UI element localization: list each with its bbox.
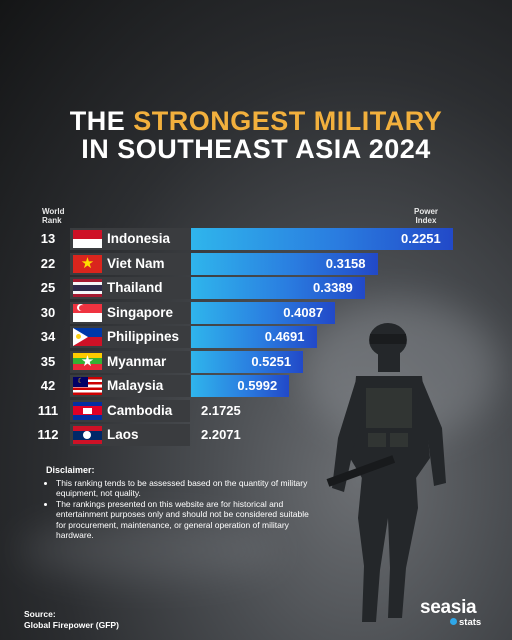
flag-cambodia-icon [73, 401, 102, 420]
country-cell: Indonesia [70, 228, 190, 250]
power-index-bar [191, 252, 378, 275]
source: Source: Global Firepower (GFP) [24, 609, 119, 630]
brand-name: seasia [420, 597, 477, 618]
power-index-value: 0.3158 [325, 255, 366, 271]
rank-header-line2: Rank [42, 216, 62, 225]
country-cell: Philippines [70, 326, 190, 348]
power-index-bar [191, 375, 290, 397]
flag-laos-icon [73, 426, 102, 444]
brand-sub-wrap: stats [420, 618, 481, 628]
disclaimer: Disclaimer: This ranking tends to be ass… [46, 465, 316, 541]
country-name: Singapore [107, 304, 174, 320]
rank-column-header: World Rank [42, 207, 65, 225]
flag-myanmar-icon: ★ [73, 352, 102, 371]
table-row: 22 ★ Viet Nam 0.3158 [0, 252, 512, 276]
fog-decoration [20, 520, 280, 580]
brand-logo: seasia stats [420, 598, 481, 628]
power-index-value: 0.5992 [237, 378, 278, 393]
power-index-bar [191, 277, 366, 299]
power-index-value: 0.2251 [401, 231, 441, 246]
country-name: Indonesia [107, 231, 171, 246]
world-rank: 111 [37, 402, 59, 418]
table-row: 35 ★ Myanmar 0.5251 [0, 350, 512, 374]
power-index-value: 2.2071 [201, 427, 241, 442]
source-value: Global Firepower (GFP) [24, 619, 119, 630]
world-rank: 25 [40, 280, 56, 295]
country-cell: Thailand [70, 277, 190, 299]
power-index-bar [191, 301, 336, 324]
world-rank: 13 [40, 231, 56, 246]
table-row: 34 Philippines 0.4691 [0, 325, 512, 349]
country-name: Malaysia [107, 378, 164, 393]
disclaimer-heading: Disclaimer: [46, 465, 95, 475]
rank-header-line1: World [42, 207, 65, 216]
country-cell: ★ Viet Nam [70, 252, 190, 275]
country-name: Viet Nam [107, 255, 165, 271]
power-index-bar [191, 326, 317, 348]
country-name: Thailand [107, 280, 163, 295]
country-cell: ★ Myanmar [70, 350, 190, 373]
world-rank: 22 [40, 255, 56, 271]
world-rank: 34 [40, 329, 56, 344]
power-index-bar [191, 228, 453, 250]
table-row: 112 Laos 2.2071 [0, 423, 512, 447]
flag-vietnam-icon: ★ [73, 254, 102, 273]
brand-sub: stats [459, 617, 482, 628]
title-word: THE [69, 106, 126, 136]
country-cell: Laos [70, 424, 190, 446]
world-rank: 30 [40, 304, 56, 320]
logo-dot-icon [450, 618, 457, 625]
table-row: 111 Cambodia 2.1725 [0, 399, 512, 423]
table-row: 42 ☾ Malaysia 0.5992 [0, 374, 512, 398]
power-index-value: 0.4087 [283, 304, 324, 320]
country-cell: Singapore [70, 301, 190, 324]
flag-singapore-icon [73, 303, 102, 322]
power-index-value: 0.5251 [251, 353, 292, 369]
table-row: 30 Singapore 0.4087 [0, 301, 512, 325]
page-subtitle: IN SOUTHEAST ASIA 2024 [81, 134, 431, 164]
title-accent: STRONGEST MILITARY [133, 106, 443, 136]
table-row: 13 Indonesia 0.2251 [0, 227, 512, 251]
world-rank: 42 [40, 378, 56, 393]
power-index-value: 2.1725 [201, 402, 241, 418]
country-name: Laos [107, 427, 139, 442]
power-index-bar [191, 350, 304, 373]
flag-indonesia-icon [73, 230, 102, 248]
power-index-column-header: Power Index [414, 207, 438, 225]
country-name: Philippines [107, 329, 180, 344]
power-index-value: 0.4691 [264, 329, 305, 344]
power-index-value: 0.3389 [313, 280, 353, 295]
page-title: THE STRONGEST MILITARY [0, 106, 512, 136]
world-rank: 35 [40, 353, 56, 369]
country-cell: Cambodia [70, 399, 190, 422]
source-label: Source: [24, 609, 56, 619]
flag-malaysia-icon: ☾ [73, 377, 102, 395]
country-cell: ☾ Malaysia [70, 375, 190, 397]
flag-thailand-icon [73, 279, 102, 297]
power-header-line1: Power [414, 207, 439, 216]
power-header-line2: Index [415, 216, 437, 225]
flag-philippines-icon [73, 328, 102, 346]
table-row: 25 Thailand 0.3389 [0, 276, 512, 300]
disclaimer-item: This ranking tends to be assessed based … [56, 478, 316, 499]
world-rank: 112 [37, 427, 59, 442]
disclaimer-item: The rankings presented on this website a… [56, 499, 316, 541]
disclaimer-list: This ranking tends to be assessed based … [46, 478, 316, 541]
soldier-silhouette [326, 323, 446, 622]
country-name: Myanmar [107, 353, 167, 369]
country-name: Cambodia [107, 402, 173, 418]
